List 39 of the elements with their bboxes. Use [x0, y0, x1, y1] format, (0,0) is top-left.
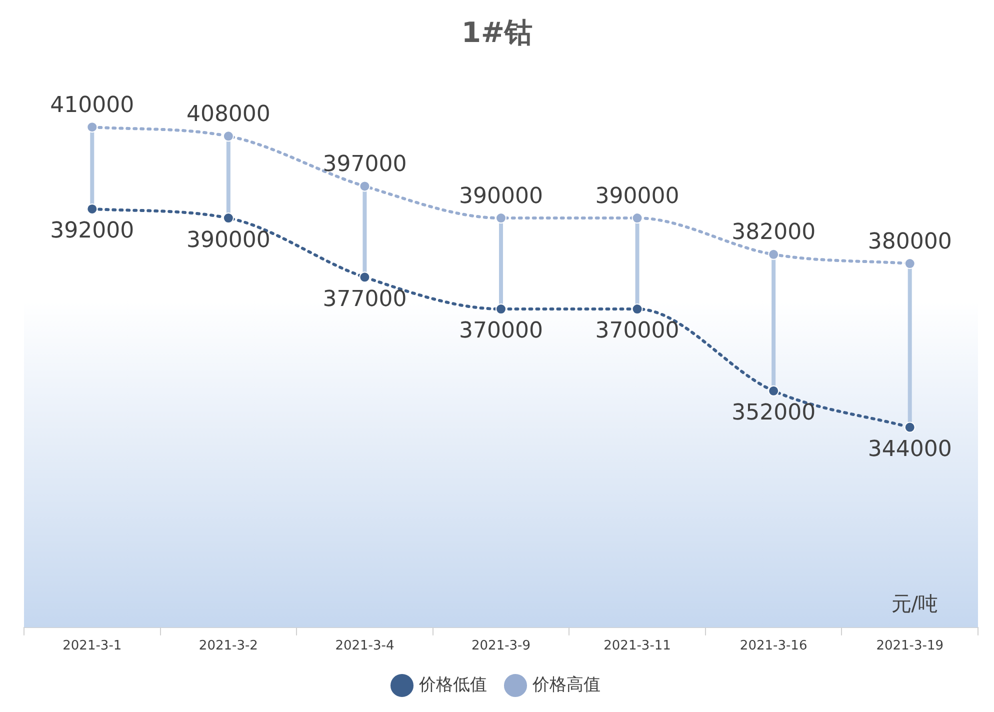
point [632, 304, 643, 315]
point [768, 248, 780, 260]
point [496, 304, 506, 315]
point [632, 212, 643, 224]
data-label: 392000 [50, 218, 134, 244]
point [768, 385, 780, 396]
x-tick-label: 2021-3-19 [876, 638, 944, 654]
point [496, 212, 506, 224]
data-label: 370000 [595, 318, 680, 344]
x-tick-label: 2021-3-2 [198, 638, 258, 654]
x-tick-label: 2021-3-4 [335, 638, 394, 654]
point [222, 130, 234, 142]
data-label: 352000 [732, 400, 816, 426]
data-label: 390000 [459, 184, 543, 209]
point [222, 212, 234, 224]
x-tick-label: 2021-3-9 [471, 638, 531, 654]
point [359, 272, 370, 283]
x-tick-label: 2021-3-11 [604, 638, 671, 654]
point [904, 422, 916, 433]
data-label: 382000 [732, 220, 816, 246]
point [904, 258, 916, 270]
legend-label: 价格低值 [418, 674, 487, 695]
data-label: 390000 [186, 228, 270, 253]
point [86, 122, 98, 133]
data-label: 370000 [459, 318, 543, 344]
annotation: 元/吨 [891, 592, 938, 616]
point [359, 180, 370, 192]
chart-title: 1#钴 [462, 16, 532, 50]
data-label: 377000 [322, 286, 407, 312]
legend-label: 价格高值 [532, 674, 600, 695]
data-label: 390000 [595, 184, 680, 209]
data-label: 380000 [868, 229, 952, 254]
x-tick-label: 2021-3-16 [740, 638, 808, 654]
data-label: 344000 [868, 436, 952, 462]
data-label: 408000 [186, 102, 270, 127]
data-label: 397000 [322, 152, 407, 177]
x-tick-label: 2021-3-1 [62, 638, 122, 654]
point [86, 203, 98, 214]
data-label: 410000 [50, 92, 134, 118]
